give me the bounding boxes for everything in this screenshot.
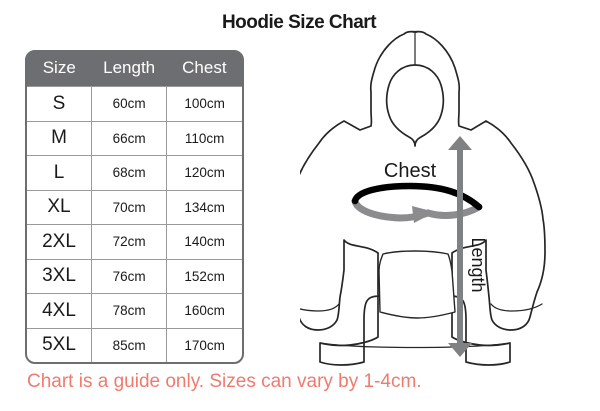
svg-text:Length: Length	[468, 237, 488, 292]
svg-text:Chest: Chest	[384, 160, 437, 182]
